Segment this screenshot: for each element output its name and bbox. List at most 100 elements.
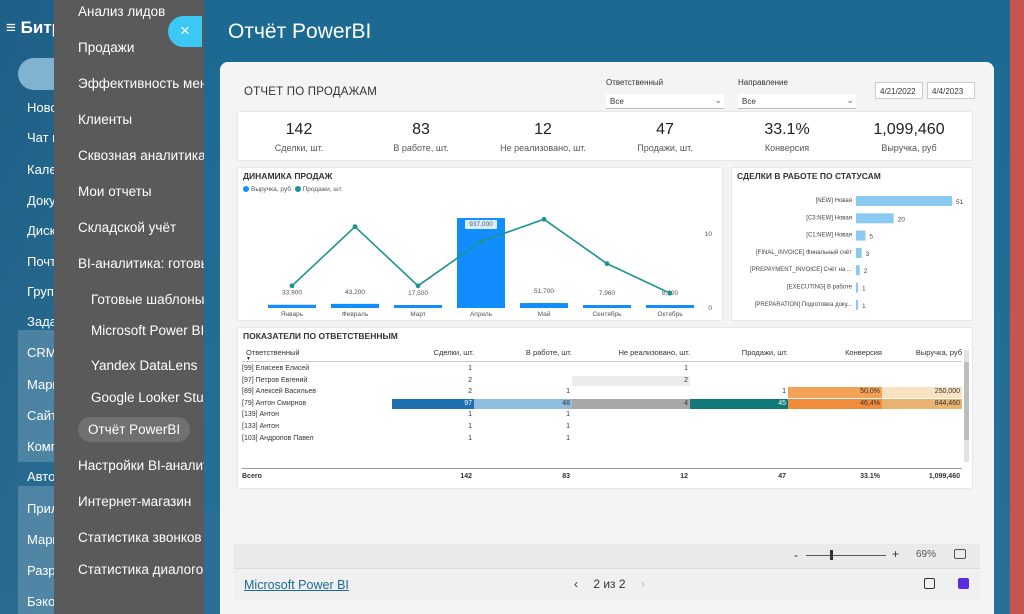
menu-item[interactable]: Статистика звонков [78, 530, 202, 545]
menu-item[interactable]: Интернет-магазин [78, 494, 192, 509]
revenue-bar[interactable] [457, 218, 505, 308]
fullscreen-icon[interactable] [958, 578, 969, 589]
menu-item[interactable]: Google Looker Studio [91, 390, 204, 405]
sales-point[interactable] [604, 261, 610, 267]
portal-nav-item[interactable]: Компания [27, 439, 54, 454]
revenue-bar[interactable] [394, 305, 442, 308]
sales-point[interactable] [667, 290, 673, 296]
portal-nav-item[interactable]: Приложения [27, 501, 54, 516]
menu-item[interactable]: Статистика диалогов [78, 562, 204, 577]
table-row[interactable]: [133] Антон 1 1 [242, 422, 962, 433]
portal-nav-item[interactable]: Сайты [27, 408, 54, 423]
table-header-cell[interactable]: Не реализовано, шт. [618, 348, 690, 357]
table-row[interactable]: [97] Петров Евгений 2 2 [242, 375, 962, 387]
sales-point[interactable] [478, 239, 484, 244]
portal-nav-item[interactable]: CRM [27, 345, 54, 360]
portal-nav-item[interactable]: Маркет [27, 532, 54, 547]
filter-direction-select[interactable]: Все ⌄ [738, 94, 856, 109]
status-bar[interactable] [856, 265, 860, 276]
status-bar[interactable] [856, 282, 858, 293]
kpi-panel: 142 Сделки, шт. 83 В работе, шт. 12 Не реал… [238, 112, 972, 160]
portal-nav-pill[interactable] [18, 58, 54, 90]
menu-item[interactable]: Готовые шаблоны [91, 292, 204, 307]
portal-nav-item[interactable]: Бэкофис [27, 594, 54, 609]
table-cell: 50,0% [788, 387, 882, 398]
filter-direction-label: Направление [738, 78, 788, 87]
table-cell [882, 410, 962, 421]
revenue-bar[interactable] [583, 305, 631, 308]
portal-nav-item[interactable]: Календарь [27, 162, 54, 177]
table-cell [572, 387, 690, 398]
table-cell [474, 364, 572, 375]
date-from-input[interactable]: 4/21/2022 [875, 82, 923, 99]
zoom-out-button[interactable]: - [794, 548, 798, 562]
sales-point[interactable] [541, 216, 547, 222]
portal-nav-item[interactable]: Разработчикам [27, 563, 54, 578]
status-bar[interactable] [856, 213, 894, 224]
revenue-bar[interactable] [268, 304, 316, 308]
share-icon[interactable] [924, 578, 935, 589]
table-header-cell[interactable]: Ответственный [246, 348, 300, 357]
table-row[interactable]: [89] Алексей Васильев 2 1 1 50,0% 250,000 [242, 387, 962, 398]
portal-nav-item[interactable]: Задачи [27, 314, 54, 329]
fit-to-page-icon[interactable] [954, 549, 966, 559]
status-category-label: [NEW] Новая [816, 198, 852, 204]
sort-icon[interactable]: ▼ [246, 356, 251, 362]
zoom-slider[interactable] [806, 555, 886, 556]
menu-item[interactable]: Microsoft Power BI [91, 323, 204, 338]
status-bar[interactable] [856, 230, 866, 241]
status-bar[interactable] [856, 247, 862, 258]
pager-next-button[interactable]: › [640, 577, 645, 591]
menu-item[interactable]: Настройки BI-аналитики [78, 458, 204, 473]
status-bar[interactable] [856, 299, 858, 310]
revenue-bar[interactable] [520, 303, 568, 308]
menu-item[interactable]: Складской учёт [78, 220, 177, 235]
sales-point[interactable] [289, 283, 295, 289]
zoom-in-button[interactable]: + [892, 547, 900, 561]
close-slider-button[interactable]: × [168, 16, 202, 47]
table-cell: 97 [392, 398, 474, 410]
table-row[interactable]: [79] Антон Смирнов 97 48 4 45 46,4% 844,460 [242, 398, 962, 410]
menu-item[interactable]: BI-аналитика: готовые [78, 256, 204, 271]
table-header-cell[interactable]: Выручка, руб [915, 348, 962, 357]
table-header-cell[interactable]: Конверсия [845, 348, 882, 357]
sales-point[interactable] [352, 224, 358, 230]
revenue-bar[interactable] [331, 303, 379, 308]
table-row[interactable]: [139] Антон 1 1 [242, 410, 962, 421]
table-header-cell[interactable]: В работе, шт. [525, 348, 572, 357]
menu-item[interactable]: Продажи [78, 40, 135, 55]
menu-item[interactable]: Отчёт PowerBI [78, 417, 191, 442]
date-to-input[interactable]: 4/4/2023 [927, 82, 975, 99]
menu-item[interactable]: Клиенты [78, 112, 133, 127]
portal-nav-item[interactable]: Чат и [27, 130, 54, 145]
table-header-cell[interactable]: Продажи, шт. [741, 348, 788, 357]
table-cell [690, 434, 788, 445]
menu-item[interactable]: Сквозная аналитика [78, 148, 204, 163]
menu-item[interactable]: Yandex DataLens [91, 358, 198, 373]
sales-point[interactable] [415, 283, 421, 289]
portal-nav-item[interactable]: Группы [27, 284, 54, 299]
table-scrollbar[interactable] [964, 350, 969, 462]
table-row[interactable]: [99] Елисеев Елисей 1 1 [242, 364, 962, 375]
portal-nav-item[interactable]: Новости [27, 100, 54, 115]
statuses-chart: [NEW] Новая 51[C3:NEW] Новая 20[C1:NEW] Но… [750, 196, 964, 310]
menu-item[interactable]: Анализ лидов [78, 4, 166, 19]
portal-nav-item[interactable]: Почта [27, 254, 54, 269]
powerbi-link[interactable]: Microsoft Power BI [244, 578, 349, 592]
revenue-bar[interactable] [646, 305, 694, 308]
x-tick-label: Апрель [470, 311, 493, 318]
status-bar[interactable] [856, 196, 952, 206]
portal-nav-item[interactable]: Диск [27, 223, 54, 238]
menu-item[interactable]: Мои отчеты [78, 184, 152, 199]
table-scrollbar-thumb[interactable] [964, 362, 969, 440]
pager-prev-button[interactable]: ‹ [574, 577, 578, 591]
portal-nav-item[interactable]: Автоматизация [27, 469, 54, 484]
portal-nav-item[interactable]: Документы [27, 193, 54, 208]
filter-responsible-select[interactable]: Все ⌄ [606, 94, 724, 109]
portal-nav-item[interactable]: Маркетинг [27, 377, 54, 392]
table-header-cell[interactable]: Сделки, шт. [433, 348, 474, 357]
zoom-slider-handle[interactable] [830, 550, 833, 560]
menu-item[interactable]: Эффективность менеджеров [78, 76, 204, 91]
table-row[interactable]: [103] Андропов Павел 1 1 [242, 434, 962, 445]
x-tick-label: Октябрь [657, 310, 683, 318]
